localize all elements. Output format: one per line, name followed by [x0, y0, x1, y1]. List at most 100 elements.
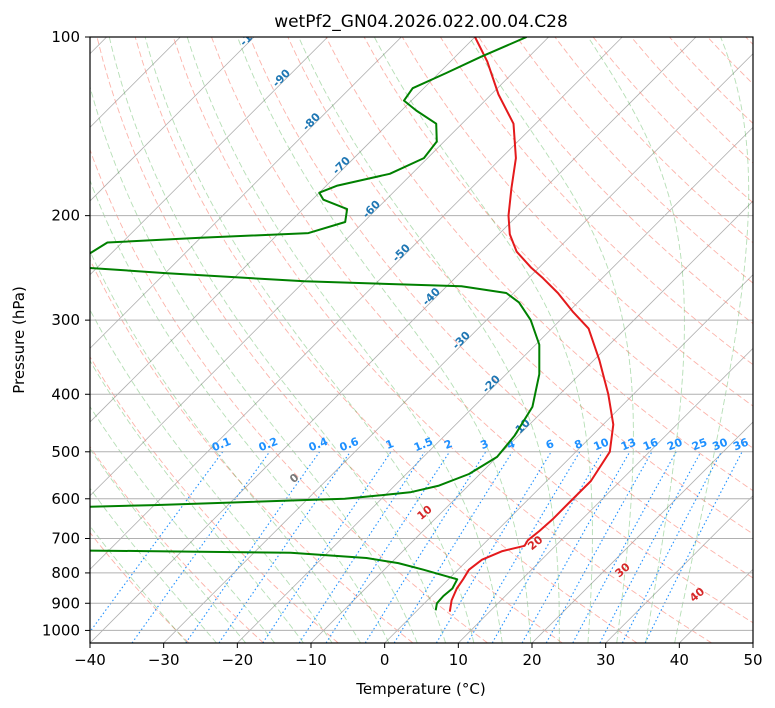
- mixing-ratio-line: [435, 451, 552, 643]
- profiles: [90, 37, 615, 612]
- isotherm-line: [752, 642, 753, 643]
- x-tick-label: −40: [74, 651, 106, 669]
- x-tick-label: 10: [449, 651, 468, 669]
- pressure-gridlines: [90, 37, 753, 631]
- mixing-ratio-line: [325, 451, 451, 643]
- moist-adiabat-line: [90, 487, 217, 643]
- isotherm-line: [90, 37, 623, 570]
- y-tick-label: 800: [51, 564, 80, 582]
- moist-adiabat-line: [90, 360, 304, 643]
- isotherm-line: [605, 495, 753, 643]
- dry-adiabat-line: [516, 37, 753, 284]
- moist-adiabat-line: [237, 37, 532, 643]
- dry-adiabat-line: [96, 37, 563, 643]
- dry-adiabat-line: [401, 37, 753, 407]
- plot-frame: [89, 36, 754, 644]
- y-tick-label: 900: [51, 594, 80, 612]
- mixing-ratio-label: 3: [478, 437, 490, 452]
- isotherm-line: [90, 37, 476, 423]
- x-tick-label: 40: [670, 651, 689, 669]
- dry-adiabat-line: [211, 37, 753, 624]
- plot-background: [90, 37, 753, 643]
- moist-adiabat-line: [587, 37, 685, 643]
- x-axis: −40 −30 −20 −10 0 10 20 30 40 50: [74, 643, 763, 669]
- chart-title: wetPf2_GN04.2026.022.00.04.C28: [274, 12, 568, 32]
- moist-adiabat-line: [90, 525, 188, 643]
- mixing-ratio-line: [90, 451, 224, 633]
- moist-adiabat-line: [373, 37, 593, 643]
- moist-adiabat-line: [674, 37, 750, 643]
- dry-adiabat-line: [90, 148, 488, 643]
- isotherm-line: [90, 37, 255, 202]
- moist-adiabat-line: [90, 250, 361, 643]
- y-tick-label: 400: [51, 385, 80, 403]
- temperature-profile-line: [448, 37, 615, 612]
- dry-adiabat-line: [134, 37, 638, 643]
- y-tick-label: 100: [51, 28, 80, 46]
- mixing-ratio-line: [364, 451, 487, 643]
- y-tick-label: 500: [51, 443, 80, 461]
- mixing-ratio-label: 36: [731, 436, 750, 454]
- mixing-ratio-label: 2: [442, 437, 454, 452]
- mixing-ratio-label: 20: [665, 436, 684, 454]
- y-axis: 100 200 300 400 500 600 700 800 900 1000: [42, 28, 90, 639]
- mixing-ratio-line: [298, 451, 426, 643]
- x-tick-label: −30: [148, 651, 180, 669]
- isotherm-line: [90, 37, 549, 497]
- mixing-ratio-label: 30: [711, 436, 730, 454]
- mixing-ratio-line: [599, 451, 702, 643]
- isotherm-line: [531, 421, 753, 643]
- x-tick-label: 50: [743, 651, 762, 669]
- dewpoint-profile-line: [90, 37, 541, 611]
- mixing-ratio-line: [521, 451, 631, 643]
- x-tick-label: −20: [222, 651, 254, 669]
- dry-adiabat-line: [287, 37, 753, 535]
- mixing-ratio-line: [572, 451, 677, 643]
- dry-adiabat-line: [90, 445, 264, 643]
- mixing-ratio-line: [185, 451, 321, 643]
- moist-adiabat-line: [90, 85, 418, 643]
- dry-adiabat-line: [440, 37, 753, 366]
- y-tick-label: 1000: [42, 621, 80, 639]
- dry-adiabat-line: [90, 355, 339, 643]
- mixing-ratio-line: [545, 451, 653, 643]
- mixing-ratio-line: [644, 451, 743, 643]
- background-lines: [90, 37, 753, 643]
- isotherm-label: -100: [237, 20, 266, 49]
- mixing-ratio-line: [218, 451, 351, 643]
- x-tick-label: 0: [380, 651, 390, 669]
- moist-adiabat-line: [90, 447, 247, 643]
- isotherm-line: [90, 37, 697, 643]
- isotherm-line: [237, 126, 753, 643]
- dry-adiabat-line: [90, 258, 414, 643]
- x-tick-label: 30: [596, 651, 615, 669]
- mixing-ratio-line: [262, 451, 392, 643]
- mixing-ratio-label: 1: [384, 437, 396, 452]
- mixing-ratio-label: 8: [572, 437, 584, 452]
- y-tick-label: 300: [51, 311, 80, 329]
- mixing-ratio-label: 25: [690, 436, 709, 454]
- isotherm-line: [163, 53, 753, 643]
- mixing-ratio-line: [131, 451, 271, 643]
- mixing-ratio-label: 13: [619, 436, 638, 454]
- x-axis-label: Temperature (°C): [355, 680, 485, 698]
- moist-adiabat-line: [108, 37, 447, 643]
- moist-adiabat-line: [90, 405, 276, 643]
- dry-adiabat-line: [90, 531, 190, 643]
- y-tick-label: 200: [51, 207, 80, 225]
- y-tick-label: 600: [51, 490, 80, 508]
- moist-adiabat-line: [298, 37, 560, 643]
- x-tick-label: −10: [295, 651, 327, 669]
- isotherm-line: [458, 347, 753, 643]
- mixing-ratio-label: 10: [592, 436, 611, 454]
- moist-adiabat-line: [90, 179, 390, 643]
- mixing-ratio-label: 16: [641, 436, 660, 454]
- y-tick-label: 700: [51, 530, 80, 548]
- x-tick-label: 20: [522, 651, 541, 669]
- isotherm-line: [90, 37, 402, 349]
- dry-adiabat-line: [249, 37, 753, 579]
- isotherm-line: [384, 274, 753, 643]
- moist-adiabat-line: [144, 37, 475, 643]
- y-axis-label: Pressure (hPa): [10, 286, 28, 394]
